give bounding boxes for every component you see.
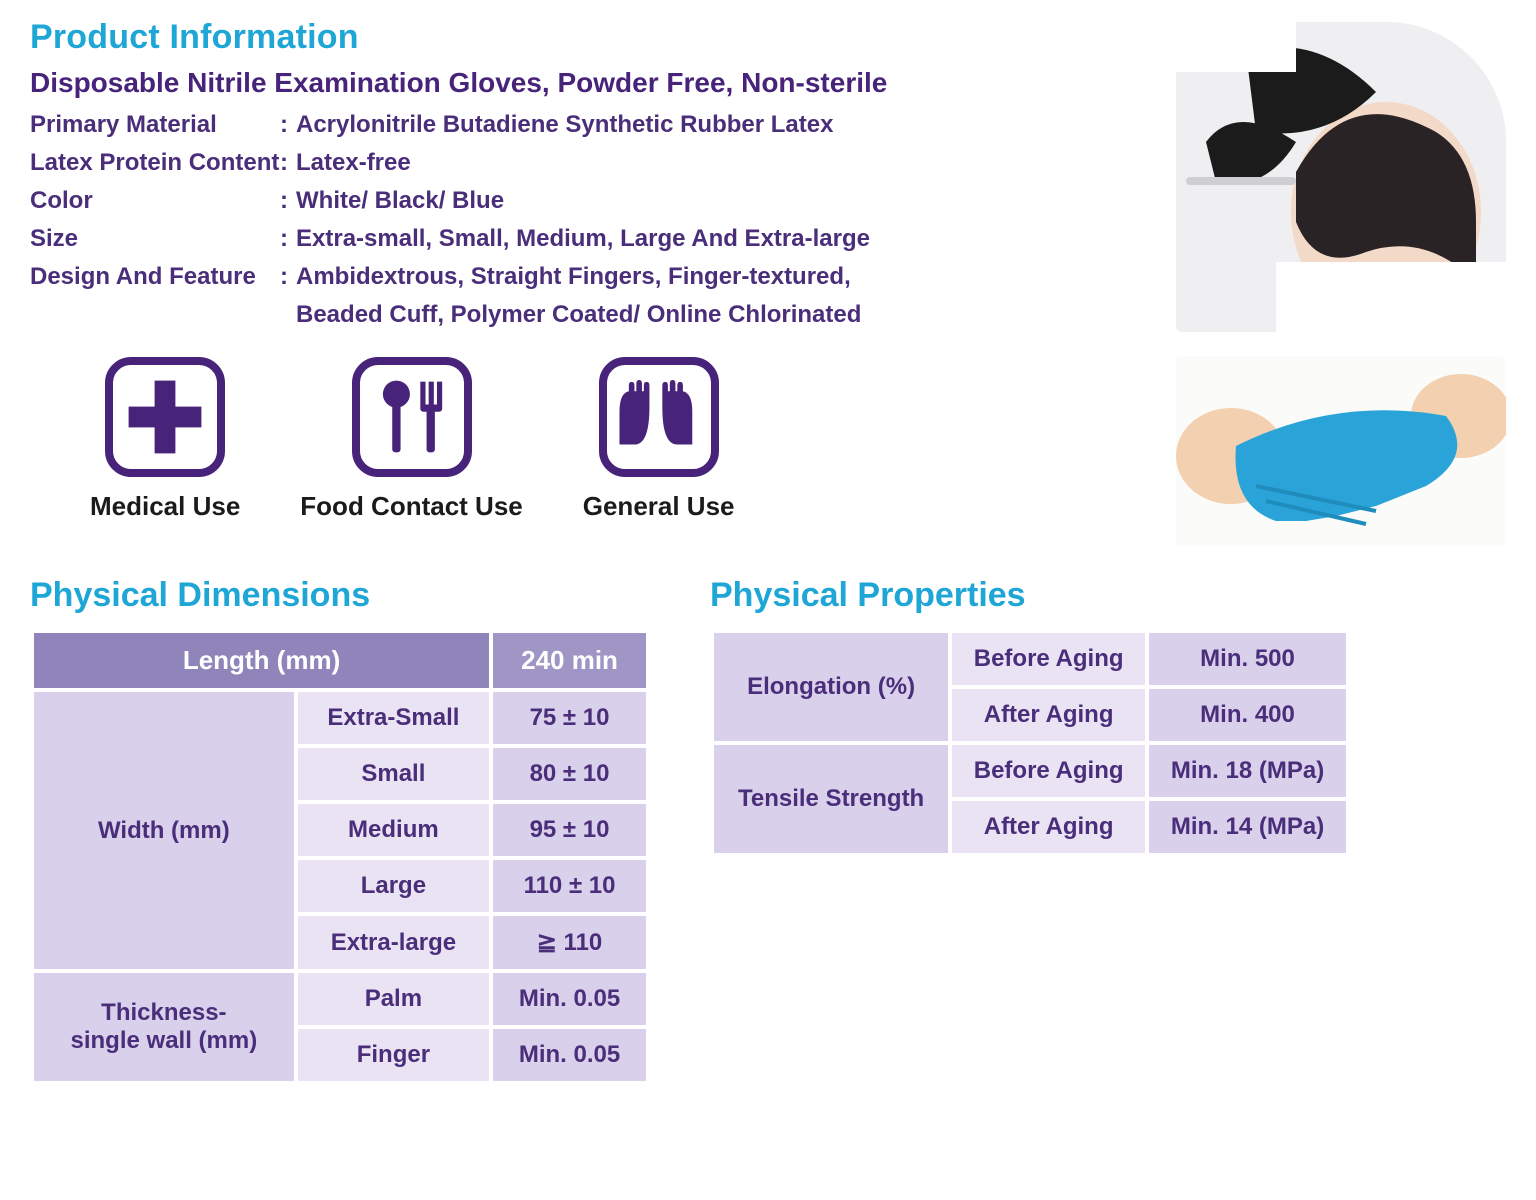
medical-cross-icon (105, 357, 225, 477)
table-cell: Small (296, 746, 491, 802)
table-cell: After Aging (950, 687, 1147, 743)
length-value: 240 min (491, 631, 648, 690)
table-cell: 95 ± 10 (491, 802, 648, 858)
table-cell: After Aging (950, 799, 1147, 855)
spec-value: Latex-free (296, 149, 1136, 177)
spec-label (30, 301, 280, 329)
spec-label: Primary Material (30, 111, 280, 139)
use-label: General Use (583, 491, 735, 522)
gloved-hands-icon (599, 357, 719, 477)
spec-label: Size (30, 225, 280, 253)
table-cell: Extra-large (296, 914, 491, 971)
spec-value: Beaded Cuff, Polymer Coated/ Online Chlo… (296, 301, 1136, 329)
prop-group: Tensile Strength (712, 743, 950, 855)
length-header: Length (mm) (32, 631, 491, 690)
table-cell: Min. 400 (1147, 687, 1348, 743)
spec-value: Ambidextrous, Straight Fingers, Finger-t… (296, 263, 1136, 291)
spec-colon: : (280, 225, 296, 253)
table-cell: 110 ± 10 (491, 858, 648, 914)
spec-colon: : (280, 187, 296, 215)
width-header: Width (mm) (32, 690, 296, 971)
section-title-properties: Physical Properties (710, 576, 1350, 615)
table-cell: Finger (296, 1027, 491, 1083)
table-cell: Min. 0.05 (491, 1027, 648, 1083)
section-title-product-info: Product Information (30, 18, 1136, 57)
product-title: Disposable Nitrile Examination Gloves, P… (30, 67, 1136, 99)
product-photo-cosmetic-procedure (1176, 22, 1506, 332)
spec-colon: : (280, 263, 296, 291)
table-cell: Palm (296, 971, 491, 1027)
product-photo-glove-stretch (1176, 356, 1506, 546)
use-label: Medical Use (90, 491, 240, 522)
table-cell: Large (296, 858, 491, 914)
prop-group: Elongation (%) (712, 631, 950, 743)
spec-value: White/ Black/ Blue (296, 187, 1136, 215)
table-cell: Min. 0.05 (491, 971, 648, 1027)
table-cell: Medium (296, 802, 491, 858)
spec-value: Acrylonitrile Butadiene Synthetic Rubber… (296, 111, 1136, 139)
properties-table: Elongation (%) Before Aging Min. 500 Aft… (710, 629, 1350, 857)
table-cell: Extra-Small (296, 690, 491, 746)
thickness-header: Thickness- single wall (mm) (32, 971, 296, 1083)
spec-label: Design And Feature (30, 263, 280, 291)
spec-label: Latex Protein Content (30, 149, 280, 177)
spec-value: Extra-small, Small, Medium, Large And Ex… (296, 225, 1136, 253)
table-cell: Min. 14 (MPa) (1147, 799, 1348, 855)
table-cell: ≧ 110 (491, 914, 648, 971)
spec-colon: : (280, 111, 296, 139)
table-cell: 80 ± 10 (491, 746, 648, 802)
table-cell: 75 ± 10 (491, 690, 648, 746)
table-cell: Min. 500 (1147, 631, 1348, 687)
table-cell: Before Aging (950, 743, 1147, 799)
use-icons-row: Medical Use Food Co (90, 357, 1136, 522)
table-cell: Min. 18 (MPa) (1147, 743, 1348, 799)
table-cell: Before Aging (950, 631, 1147, 687)
food-utensils-icon (352, 357, 472, 477)
product-specs: Primary Material:Acrylonitrile Butadiene… (30, 111, 1136, 329)
dimensions-table: Length (mm) 240 min Width (mm) Extra-Sma… (30, 629, 650, 1085)
use-label: Food Contact Use (300, 491, 522, 522)
section-title-dimensions: Physical Dimensions (30, 576, 650, 615)
spec-colon: : (280, 149, 296, 177)
spec-label: Color (30, 187, 280, 215)
